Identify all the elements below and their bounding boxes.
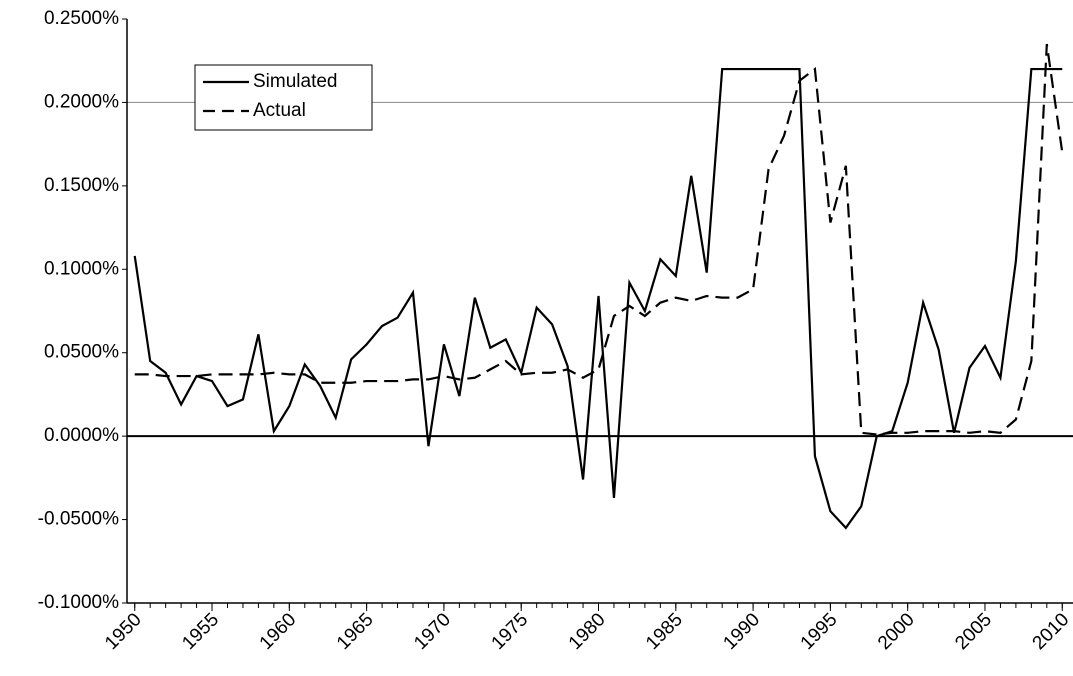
x-tick-label: 1960 <box>256 609 301 654</box>
series-line <box>134 43 1064 436</box>
x-tick-label: 2005 <box>951 609 996 654</box>
y-tick-label: 0.1500% <box>44 175 119 196</box>
legend-label: Actual <box>253 100 306 121</box>
x-tick-label: 1970 <box>410 609 455 654</box>
x-tick-label: 1950 <box>101 609 146 654</box>
legend-label: Simulated <box>253 71 338 92</box>
x-tick-label: 1955 <box>178 609 223 654</box>
y-tick-label: 0.0000% <box>44 425 119 446</box>
x-tick-label: 1975 <box>488 609 533 654</box>
x-tick-label: 1980 <box>565 609 610 654</box>
x-tick-label: 2010 <box>1029 609 1073 654</box>
x-tick-label: 1995 <box>797 609 842 654</box>
x-tick-label: 1990 <box>719 609 764 654</box>
series-line <box>133 67 1063 530</box>
x-tick-label: 2000 <box>874 609 919 654</box>
x-tick-label: 1985 <box>642 609 687 654</box>
y-tick-label: 0.0500% <box>44 342 119 363</box>
x-tick-label: 1965 <box>333 609 378 654</box>
y-tick-label: -0.1000% <box>38 592 119 613</box>
y-tick-label: 0.2500% <box>44 8 119 29</box>
y-tick-label: 0.2000% <box>44 91 119 112</box>
y-tick-label: -0.0500% <box>38 509 119 530</box>
y-tick-label: 0.1000% <box>44 258 119 279</box>
legend-box <box>194 64 373 131</box>
